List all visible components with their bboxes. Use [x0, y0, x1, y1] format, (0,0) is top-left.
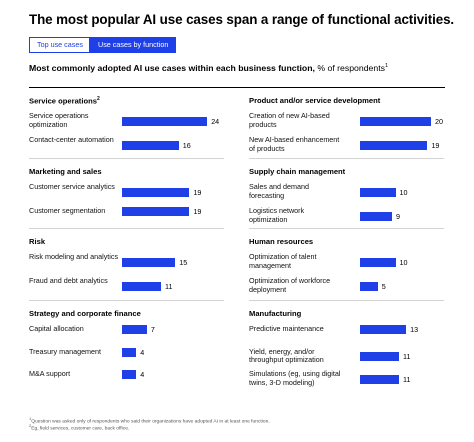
- item-label: Contact-center automation: [29, 135, 114, 144]
- footnote-2-mark: 2: [29, 423, 32, 428]
- bar-value-label: 5: [381, 281, 386, 291]
- bar-value-label: 10: [399, 187, 408, 197]
- item-label: Creation of new AI-based products: [249, 111, 330, 129]
- bar-value-label: 20: [435, 116, 443, 126]
- section-title-manufacturing: Manufacturing: [249, 309, 301, 318]
- item-label: Sales and demand forecasting: [249, 182, 309, 200]
- bar-m-a-support: [122, 370, 137, 379]
- bar-sales-and-demand-forecasting: [360, 187, 396, 197]
- chart-title: The most popular AI use cases span a ran…: [29, 12, 455, 27]
- section-title-human-resources: Human resources: [249, 237, 313, 246]
- bar-simulations-eg-using-digital-twins-3-d-modeling: [360, 374, 400, 384]
- bar-value-label: 15: [179, 257, 188, 267]
- bar-customer-service-analytics: [122, 187, 190, 197]
- bar-value-label: 13: [410, 325, 419, 334]
- bar-value-label: 19: [193, 187, 202, 197]
- bar-value-label: 4: [140, 370, 145, 379]
- bar-value-label: 16: [182, 140, 191, 150]
- item-label: Service operations optimization: [29, 111, 89, 129]
- subtitle-strong: Most commonly adopted AI use cases withi…: [29, 63, 315, 73]
- section-divider-human-resources: [249, 228, 444, 229]
- bar-value-label: 11: [165, 281, 173, 291]
- bar-value-label: 7: [150, 325, 155, 334]
- subtitle-footnote-mark: 1: [384, 63, 389, 70]
- item-label: M&A support: [29, 369, 71, 378]
- bar-fraud-and-debt-analytics: [122, 281, 162, 291]
- item-label: Treasury management: [29, 346, 102, 356]
- section-title-service-operations: Service operations2: [29, 96, 100, 106]
- bar-value-label: 19: [431, 140, 440, 150]
- item-label: New AI-based enhancement of products: [249, 135, 340, 153]
- subtitle-unit: % of respondents: [314, 63, 385, 73]
- section-divider-supply-chain-management: [249, 158, 444, 159]
- bar-value-label: 11: [403, 352, 411, 361]
- bar-predictive-maintenance: [360, 325, 407, 334]
- bar-customer-segmentation: [122, 207, 190, 216]
- bar-optimization-of-talent-management: [360, 257, 396, 267]
- section-title-text: Human resources: [249, 237, 314, 246]
- bar-value-label: 10: [399, 257, 408, 267]
- item-label: Customer service analytics: [29, 182, 115, 191]
- item-label: Predictive maintenance: [249, 324, 324, 333]
- section-title-footnote-mark: 2: [96, 96, 100, 102]
- tab-use-cases-by-function[interactable]: Use cases by function: [90, 37, 176, 53]
- bar-value-label: 11: [403, 374, 411, 384]
- section-title-text: Service operations: [29, 96, 97, 106]
- section-title-product-and-or-service-development: Product and/or service development: [249, 96, 380, 105]
- bar-service-operations-optimization: [122, 116, 208, 126]
- section-title-text: Marketing and sales: [29, 167, 102, 176]
- bar-creation-of-new-ai-based-products: [360, 116, 431, 126]
- bar-optimization-of-workforce-deployment: [360, 281, 378, 291]
- section-title-supply-chain-management: Supply chain management: [249, 167, 345, 176]
- section-title-marketing-and-sales: Marketing and sales: [29, 167, 102, 176]
- section-title-text: Supply chain management: [249, 167, 346, 176]
- view-tabs: Top use cases Use cases by function: [29, 37, 176, 53]
- item-label: Optimization of talent management: [249, 252, 317, 270]
- section-title-text: Product and/or service development: [249, 96, 381, 105]
- bar-new-ai-based-enhancement-of-products: [360, 140, 428, 150]
- section-title-text: Strategy and corporate finance: [29, 309, 141, 318]
- tab-top-use-cases[interactable]: Top use cases: [29, 37, 90, 53]
- bar-logistics-network-optimization: [360, 211, 392, 221]
- item-label: Yield, energy, and/or throughput optimiz…: [249, 346, 324, 365]
- bar-value-label: 19: [193, 207, 202, 216]
- footnote-1: 1Question was asked only of respondents …: [29, 416, 270, 425]
- section-divider-marketing-and-sales: [29, 158, 224, 159]
- item-label: Capital allocation: [29, 324, 84, 333]
- section-divider-risk: [29, 228, 224, 229]
- item-label: Risk modeling and analytics: [29, 252, 119, 261]
- item-label: Fraud and debt analytics: [29, 276, 108, 285]
- bar-value-label: 9: [395, 211, 400, 221]
- section-title-risk: Risk: [29, 237, 45, 246]
- top-divider: [29, 87, 445, 88]
- chart-subtitle: Most commonly adopted AI use cases withi…: [29, 63, 388, 73]
- bar-risk-modeling-and-analytics: [122, 257, 176, 267]
- section-title-text: Manufacturing: [249, 309, 302, 318]
- bar-value-label: 4: [140, 347, 145, 357]
- section-title-text: Risk: [29, 237, 46, 246]
- bar-value-label: 24: [211, 116, 220, 126]
- item-label: Customer segmentation: [29, 206, 106, 215]
- item-label: Logistics network optimization: [249, 206, 305, 224]
- section-divider-strategy-and-corporate-finance: [29, 300, 224, 301]
- footnote-1-text: Question was asked only of respondents w…: [31, 419, 270, 425]
- bar-treasury-management: [122, 347, 137, 357]
- bar-yield-energy-and-or-throughput-optimization: [360, 352, 400, 361]
- section-title-strategy-and-corporate-finance: Strategy and corporate finance: [29, 309, 141, 318]
- bar-capital-allocation: [122, 325, 147, 334]
- footnote-1-mark: 1: [29, 416, 32, 421]
- footnote-2: 2Eg, field services, customer care, back…: [29, 423, 129, 432]
- item-label: Optimization of workforce deployment: [249, 276, 331, 294]
- item-label: Simulations (eg, using digital twins, 3-…: [249, 369, 341, 387]
- bar-contact-center-automation: [122, 140, 179, 150]
- footnote-2-text: Eg, field services, customer care, back …: [31, 426, 130, 432]
- section-divider-manufacturing: [249, 300, 444, 301]
